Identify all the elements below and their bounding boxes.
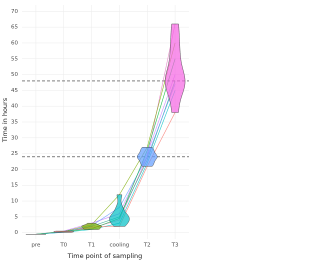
y-tick-label: 25	[11, 151, 18, 157]
y-tick-label: 30	[11, 135, 18, 141]
y-tick-label: 10	[11, 199, 18, 205]
y-tick-label: 40	[11, 104, 18, 110]
x-tick-label: T0	[59, 243, 67, 249]
x-tick-label: T2	[143, 243, 151, 249]
violin	[53, 230, 74, 233]
y-tick-label: 35	[11, 120, 18, 126]
y-tick-label: 55	[11, 56, 18, 62]
violin	[137, 147, 158, 167]
x-tick-label: T1	[87, 243, 95, 249]
y-tick-label: 65	[11, 25, 18, 31]
y-tick-label: 70	[11, 9, 18, 15]
violin	[109, 194, 130, 227]
y-tick-label: 15	[11, 183, 18, 189]
violin	[81, 222, 102, 230]
chart: Time in hours Time point of sampling 0 5 1…	[1, 5, 189, 260]
y-tick-label: 0	[15, 230, 19, 236]
sample-line	[35, 23, 176, 235]
sample-line	[35, 58, 176, 235]
y-tick-label: 60	[11, 40, 18, 46]
y-axis-title: Time in hours	[1, 97, 9, 143]
y-tick-label: 50	[11, 72, 18, 78]
sample-line	[35, 112, 176, 235]
violin	[164, 23, 186, 113]
y-tick-label: 5	[15, 214, 19, 220]
y-tick-label: 45	[11, 88, 18, 94]
y-tick-label: 20	[11, 167, 18, 173]
x-axis-title: Time point of sampling	[67, 252, 143, 260]
x-tick-label: cooling	[110, 243, 130, 249]
x-tick-label: T3	[171, 243, 179, 249]
x-tick-label: pre	[31, 243, 41, 249]
